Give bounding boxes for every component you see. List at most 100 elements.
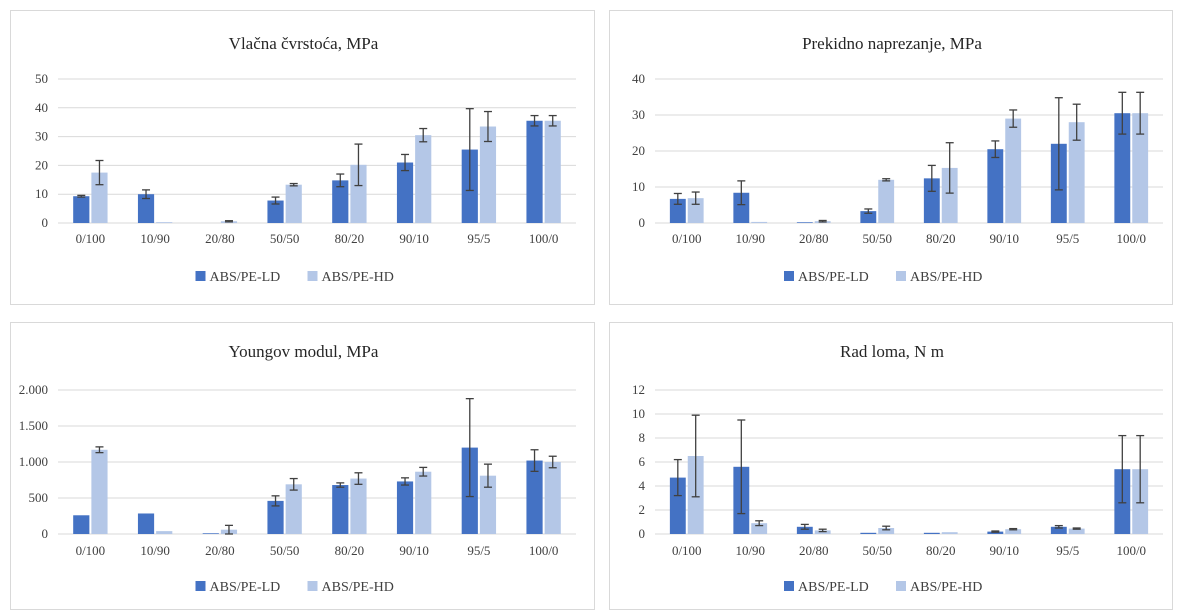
y-tick-label: 0 [639,215,646,230]
x-tick-label: 0/100 [76,543,106,558]
legend-swatch [195,581,206,591]
legend: ABS/PE-LD ABS/PE-HD [784,270,982,285]
x-tick-label: 95/5 [1056,543,1079,558]
x-tick-label: 0/100 [672,543,702,558]
legend-swatch [195,271,206,281]
error-bar [1009,109,1018,128]
y-tick-label: 1.500 [19,418,48,433]
x-tick-label: 50/50 [270,543,300,558]
chart-panel-breaking-stress: Prekidno naprezanje, MPa 0 10 20 30 40 0/100 10… [609,10,1173,305]
bar-abs-pe-ld [202,533,219,534]
bar-abs-pe-ld [733,192,750,223]
x-tick-label: 0/100 [672,231,702,246]
y-tick-label: 10 [632,179,645,194]
error-bar [818,528,827,533]
error-bar [691,191,700,205]
x-tick-label: 90/10 [989,543,1019,558]
chart-panel-work-of-fracture: Rad loma, N m 0 2 4 6 8 10 12 0/100 10/90 20/80 50/… [609,322,1173,610]
bar-abs-pe-hd [415,471,432,534]
x-tick-label: 90/10 [399,543,429,558]
error-bar [142,189,151,200]
bar-abs-pe-ld [526,120,543,223]
x-tick-label: 10/90 [140,231,170,246]
error-bar [945,142,954,194]
legend-label: ABS/PE-LD [210,580,281,595]
error-bar [755,520,764,527]
x-tick-label: 20/80 [205,231,235,246]
legend-label: ABS/PE-LD [798,580,869,595]
error-bar [483,463,492,488]
x-tick-label: 80/20 [335,231,365,246]
x-tick-label: 80/20 [926,543,956,558]
x-tick-label: 80/20 [926,231,956,246]
y-tick-label: 10 [35,186,48,201]
error-bar [401,477,410,486]
y-tick-label: 12 [632,382,645,397]
error-bar [1054,524,1063,529]
error-bar [1136,434,1145,504]
error-bar [271,495,280,507]
x-tick-label: 50/50 [862,543,892,558]
chart-title: Youngov modul, MPa [229,342,379,361]
y-tick-label: 2 [639,502,646,517]
x-tick-label: 100/0 [1116,231,1146,246]
legend-label: ABS/PE-LD [210,270,281,285]
chart-panel-tensile-strength: Vlačna čvrstoća, MPa 0 10 20 30 40 50 0/100 10/9… [10,10,595,305]
bar-abs-pe-ld [267,500,284,534]
legend-label: ABS/PE-HD [910,270,982,285]
bar-abs-pe-hd [1068,528,1085,534]
legend-swatch [896,271,906,281]
error-bar [548,455,557,469]
legend-swatch [307,271,318,281]
bar-abs-pe-ld [396,162,414,223]
y-tick-label: 30 [35,129,48,144]
bar-abs-pe-hd [1005,529,1022,534]
bar-abs-pe-hd [878,179,895,223]
bar-abs-pe-hd [156,222,173,223]
legend-swatch [896,581,906,591]
y-tick-label: 20 [632,143,645,158]
error-bar [800,523,809,530]
legend: ABS/PE-LD ABS/PE-HD [195,270,394,285]
y-tick-label: 1.000 [19,454,48,469]
error-bar [1118,91,1127,135]
error-bar [991,140,1000,159]
chart-title: Vlačna čvrstoća, MPa [229,34,379,53]
error-bar [1054,97,1063,191]
error-bar [224,220,233,223]
error-bar [737,419,746,515]
bar-abs-pe-ld [396,481,414,534]
x-tick-label: 20/80 [799,543,829,558]
x-tick-label: 50/50 [862,231,892,246]
x-tick-label: 95/5 [1056,231,1079,246]
bar-abs-pe-ld [860,211,877,223]
x-tick-label: 50/50 [270,231,300,246]
bar-abs-pe-ld [860,532,877,534]
bar-abs-pe-hd [1005,118,1022,223]
bar-abs-pe-ld [987,149,1004,223]
error-bar [483,110,492,143]
bar-abs-pe-ld [923,532,940,534]
chart-panel-youngs-modulus: Youngov modul, MPa 0 500 1.000 1.500 2.000 0/1… [10,322,595,610]
error-bar [336,173,345,188]
y-tick-label: 20 [35,157,48,172]
x-tick-label: 100/0 [1116,543,1146,558]
legend-swatch [784,271,794,281]
error-bar [1072,527,1081,530]
legend-swatch [307,581,318,591]
error-bar [224,524,233,535]
bar-abs-pe-ld [796,222,813,223]
x-tick-label: 20/80 [205,543,235,558]
y-tick-label: 8 [639,430,646,445]
chart-svg: Vlačna čvrstoća, MPa 0 10 20 30 40 50 0/100 10/9… [35,34,576,285]
y-tick-label: 6 [639,454,646,469]
bar-abs-pe-hd [941,167,958,223]
bar-abs-pe-ld [1050,526,1067,534]
x-tick-label: 100/0 [529,543,559,558]
bar-abs-pe-hd [751,221,768,223]
x-tick-label: 90/10 [989,231,1019,246]
bar-abs-pe-hd [479,126,497,223]
bar-abs-pe-ld [1114,113,1131,223]
x-tick-label: 10/90 [735,231,765,246]
bar-abs-pe-hd [1068,122,1085,223]
